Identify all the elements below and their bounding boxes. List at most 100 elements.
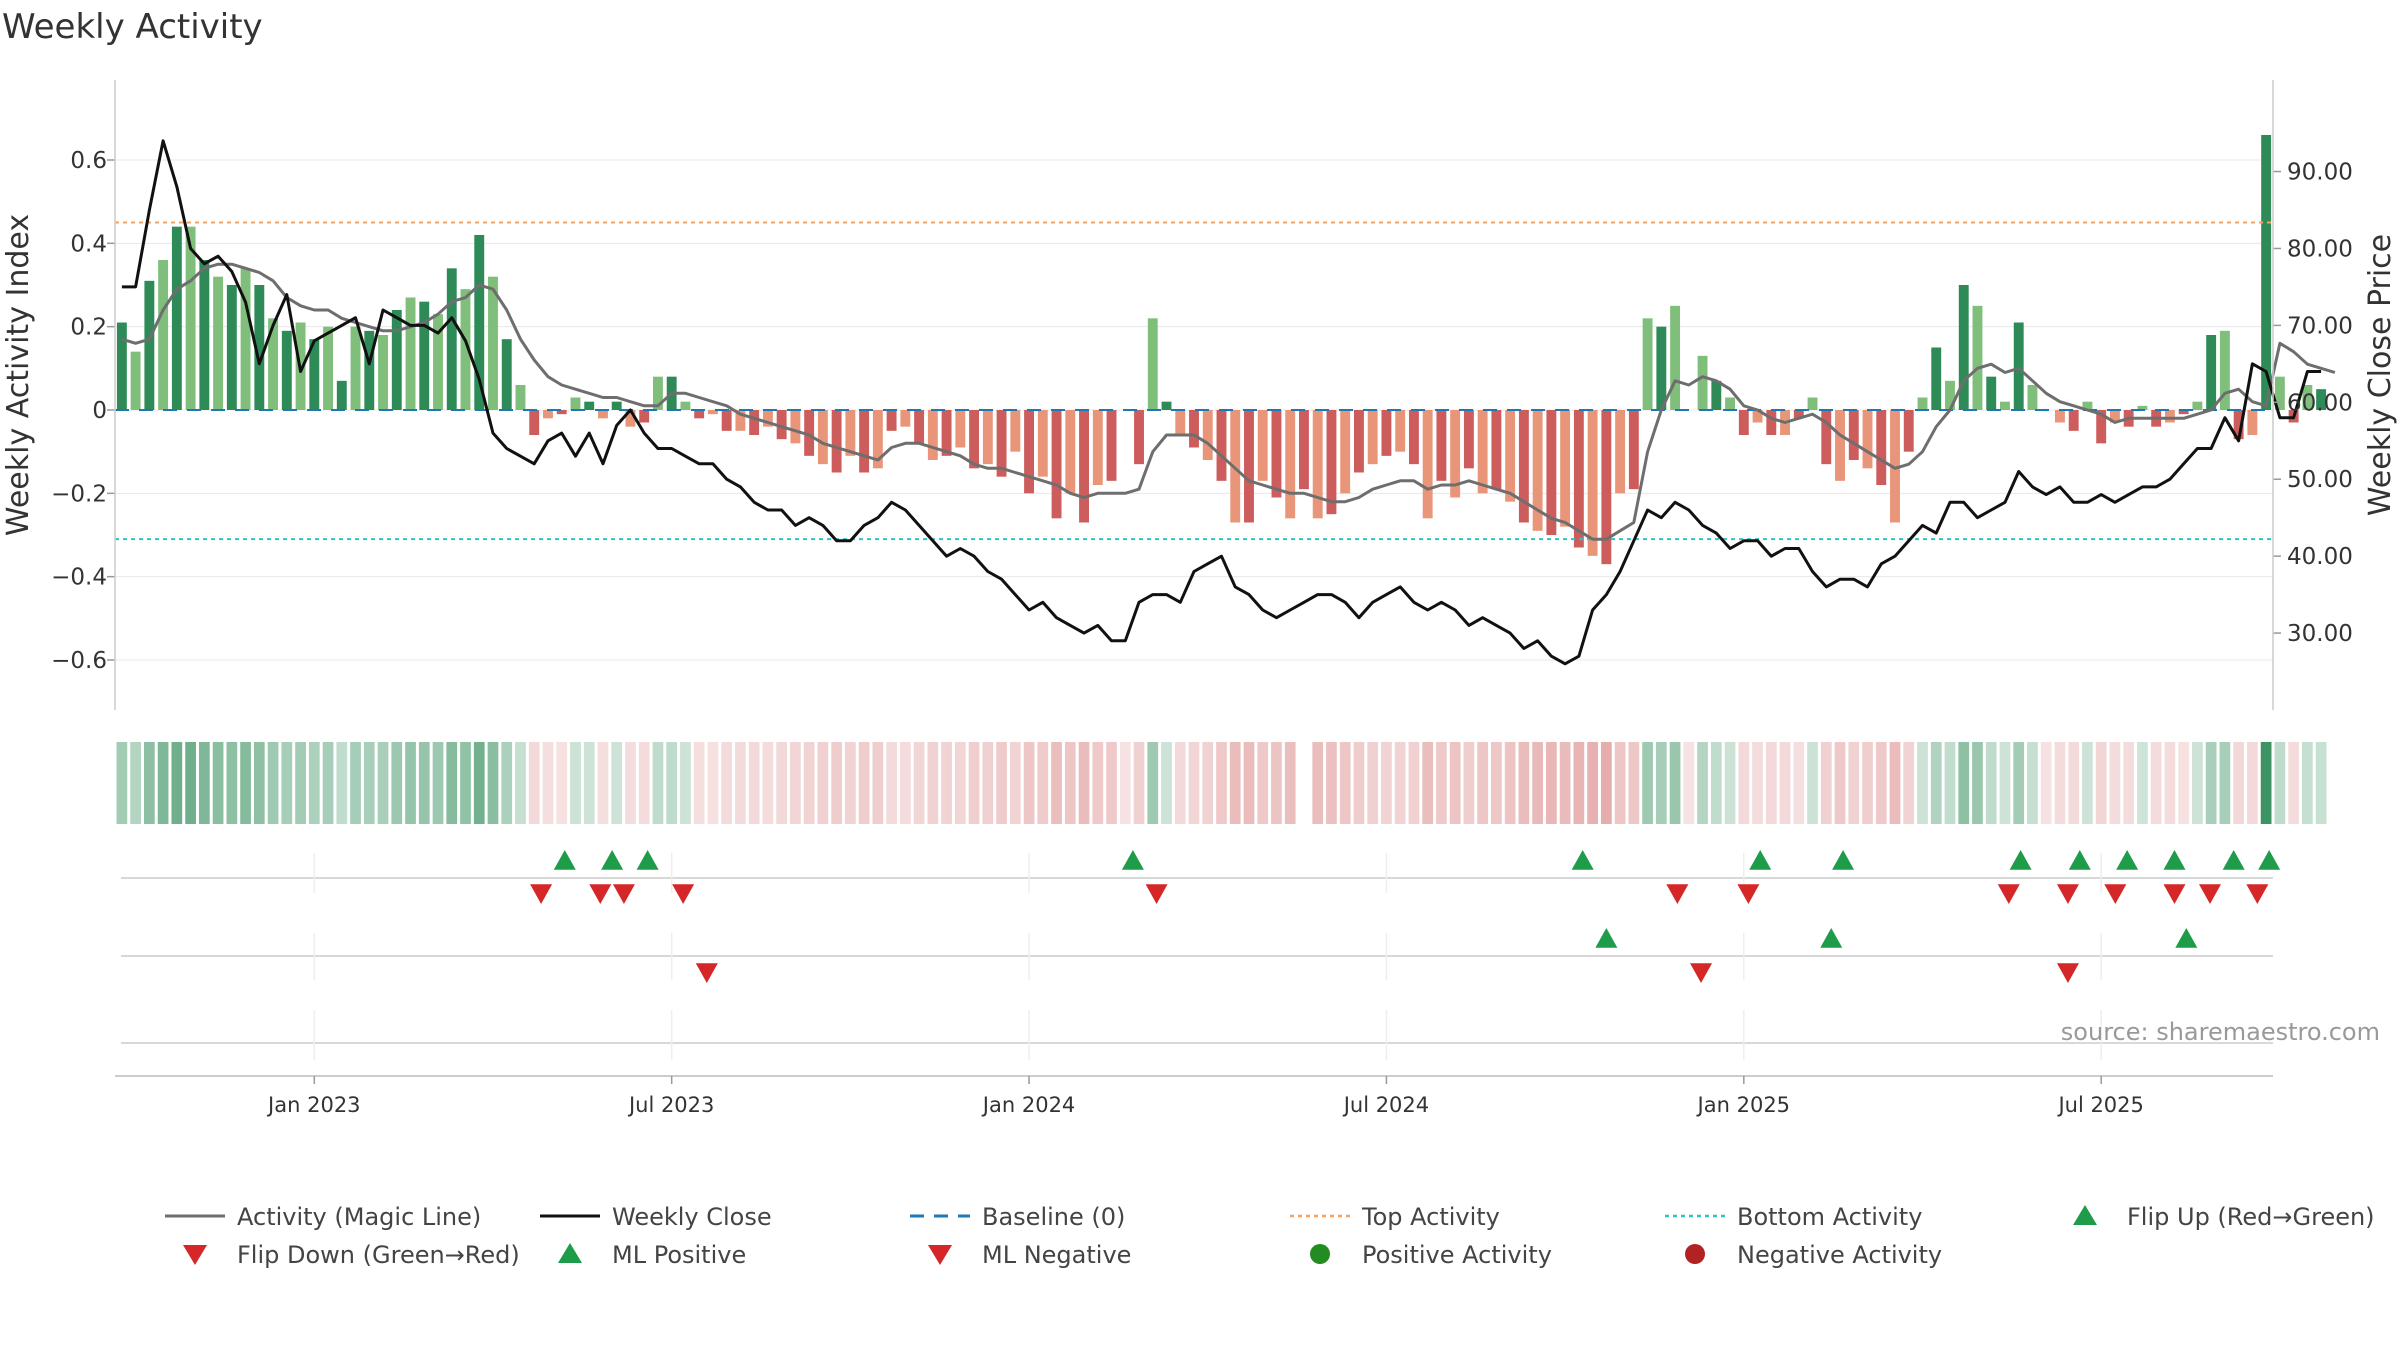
x-tick-label: Jul 2024 [1342, 1093, 1429, 1117]
activity-bar [1189, 410, 1199, 448]
legend: Activity (Magic Line) Weekly Close Baselin… [165, 1203, 2375, 1269]
activity-bar [570, 397, 581, 410]
activity-bar [1601, 410, 1612, 565]
main-axes: 0.6 0.4 0.2 0 −0.2 −0.4 −0.6 90.00 80.00 70.00 60.… [51, 80, 2353, 710]
activity-bar [1367, 410, 1378, 465]
flip-down-marker [612, 884, 635, 904]
heat-cell [2068, 742, 2080, 824]
activity-bar [1656, 326, 1667, 410]
activity-bar [2233, 410, 2244, 440]
heat-cell [1078, 742, 1090, 824]
activity-bar [378, 335, 388, 410]
heat-cell [1848, 742, 1860, 824]
heat-cell [666, 742, 678, 824]
heat-cell [1119, 742, 1131, 824]
activity-bar [955, 410, 966, 448]
heat-cell [281, 742, 293, 824]
heat-cell [693, 742, 705, 824]
activity-bar [1835, 410, 1845, 481]
activity-bar [639, 410, 650, 423]
heat-cell [2095, 742, 2107, 824]
activity-bar [1972, 305, 1983, 410]
x-tick-label: Jan 2025 [1696, 1093, 1791, 1117]
activity-bar [1271, 410, 1282, 498]
activity-bar [598, 410, 608, 419]
activity-bar [969, 410, 980, 469]
activity-bar [2013, 322, 2024, 410]
activity-bar [1340, 410, 1351, 494]
activity-bar [584, 401, 595, 410]
heat-cell [583, 742, 595, 824]
activity-bar [158, 260, 169, 410]
heat-cell [460, 742, 471, 824]
activity-bar [240, 268, 251, 410]
series-lines [121, 139, 2336, 666]
flip-down-marker [589, 884, 612, 904]
heat-cell [336, 742, 348, 824]
heat-cell [556, 742, 568, 824]
activity-bar [460, 289, 471, 410]
heat-cell [322, 742, 334, 824]
flip-up-marker [2163, 850, 2186, 870]
activity-bar [900, 410, 911, 427]
activity-bar [707, 410, 718, 415]
legend-item: Flip Up (Red→Green) [2073, 1203, 2375, 1231]
activity-bar [501, 339, 512, 410]
y-tick-label: 0.6 [70, 148, 107, 174]
heat-cell [1875, 742, 1887, 824]
activity-bar [515, 385, 526, 410]
heat-cell [1532, 742, 1543, 824]
flip-down-marker [2104, 884, 2127, 904]
ml-positive-marker [2175, 928, 2198, 948]
heat-cell [1738, 742, 1750, 824]
legend-item: ML Positive [558, 1241, 746, 1269]
heat-cell [2164, 742, 2176, 824]
legend-item: Positive Activity [1310, 1241, 1552, 1269]
heat-cell [1930, 742, 1942, 824]
activity-bar [1766, 410, 1777, 435]
heat-cell [1449, 742, 1461, 824]
flip-down-marker [2163, 884, 2186, 904]
legend-label: Bottom Activity [1737, 1203, 1922, 1231]
heat-cell [1381, 742, 1392, 824]
heat-cell [1023, 742, 1035, 824]
activity-bar [405, 297, 416, 410]
heat-cell [2178, 742, 2190, 824]
heat-cell [198, 742, 210, 824]
activity-bar [2247, 410, 2258, 435]
heat-cell [2109, 742, 2121, 824]
heat-cell [157, 742, 169, 824]
heat-cell [1710, 742, 1722, 824]
activity-bar [1175, 410, 1186, 435]
heat-cell [2013, 742, 2025, 824]
legend-label: Positive Activity [1362, 1241, 1552, 1269]
y2-axis-label: Weekly Close Price [2363, 234, 2398, 516]
flip-down-marker [1145, 884, 1168, 904]
heat-cell [487, 742, 499, 824]
activity-bar [694, 410, 705, 419]
activity-bar [817, 410, 828, 465]
heat-cell [886, 742, 897, 824]
activity-bar [941, 410, 952, 456]
activity-bar [1491, 410, 1502, 490]
heat-cell [570, 742, 581, 824]
heat-cell [954, 742, 966, 824]
activity-bar [1477, 410, 1488, 494]
y2-tick-label: 90.00 [2287, 160, 2353, 186]
activity-bar [1202, 410, 1213, 460]
activity-bar [254, 285, 265, 410]
heat-cell [2205, 742, 2217, 824]
heat-cell [1793, 742, 1805, 824]
legend-swatch [1310, 1244, 1330, 1264]
flip-up-marker [1749, 850, 1772, 870]
ml-positive-marker [1595, 928, 1618, 948]
y-tick-label: 0 [92, 398, 107, 424]
activity-bar [1518, 410, 1529, 523]
heat-cell [1463, 742, 1475, 824]
ml-negative-marker [2056, 963, 2079, 983]
activity-bar [2137, 405, 2148, 410]
activity-bar [1807, 397, 1818, 410]
activity-bar [831, 410, 842, 473]
activity-bar [1670, 305, 1681, 410]
activity-bar [1862, 410, 1873, 469]
